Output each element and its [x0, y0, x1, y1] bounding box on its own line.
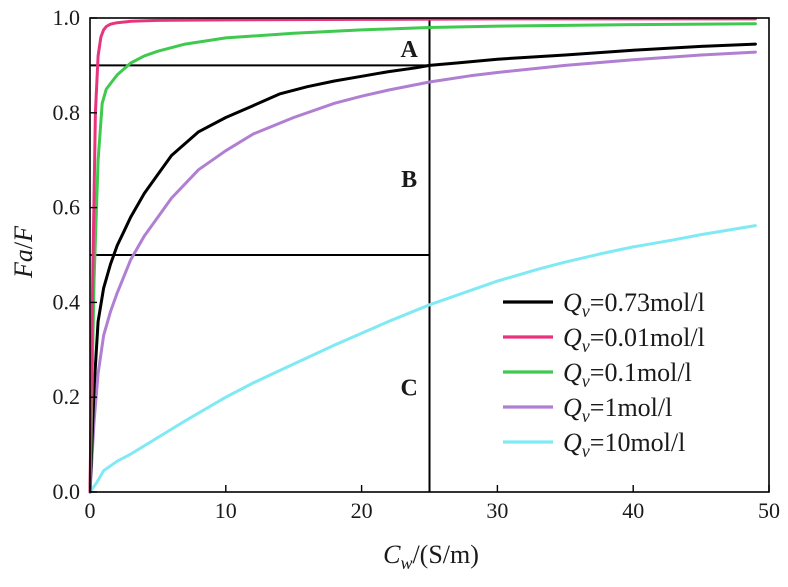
y-tick-label: 0.0 — [53, 479, 81, 504]
region-label: B — [401, 167, 417, 193]
legend-entry: Qv=1mol/l — [503, 393, 672, 426]
x-tick-label: 50 — [758, 498, 780, 523]
x-tick-label: 40 — [622, 498, 644, 523]
plot-frame — [89, 17, 770, 493]
x-axis-label-variable: C — [383, 540, 401, 569]
legend-variable: Q — [563, 428, 582, 457]
legend-subscript: v — [582, 336, 590, 356]
series-line-0-01mol-l — [88, 17, 757, 494]
y-axis-label-numerator: Fa — [9, 249, 38, 279]
reference-lines — [90, 18, 431, 492]
series-line-10mol-l — [88, 224, 757, 494]
x-tick-label: 20 — [351, 498, 373, 523]
legend-subscript: v — [582, 371, 590, 391]
legend-value: =0.1mol/l — [590, 358, 692, 387]
region-label: C — [400, 376, 417, 402]
y-tick-label: 0.2 — [53, 384, 81, 409]
y-axis-label-denominator: F — [9, 225, 38, 243]
series-line-1mol-l — [88, 50, 757, 494]
x-axis-label: Cw/(S/m) — [383, 540, 479, 573]
legend-value: =1mol/l — [590, 393, 673, 422]
legend-entry: Qv=0.1mol/l — [503, 358, 692, 391]
y-axis-label: Fa/F — [9, 225, 38, 279]
legend-value: =10mol/l — [590, 428, 686, 457]
legend-subscript: v — [582, 441, 590, 461]
legend-entry: Qv=0.01mol/l — [503, 323, 705, 356]
y-axis-label-slash: / — [9, 241, 38, 249]
legend-variable: Q — [563, 323, 582, 352]
x-tick-label: 30 — [486, 498, 508, 523]
series-line-0-73mol-l — [88, 42, 757, 494]
legend-label: Qv=0.1mol/l — [563, 358, 692, 391]
y-tick-label: 0.6 — [53, 195, 81, 220]
x-tick-label: 0 — [85, 498, 96, 523]
y-tick-label: 0.8 — [53, 100, 81, 125]
legend-label: Qv=1mol/l — [563, 393, 672, 426]
legend-variable: Q — [563, 358, 582, 387]
series-line-0-1mol-l — [88, 22, 757, 494]
legend-entry: Qv=10mol/l — [503, 428, 685, 461]
legend-value: =0.01mol/l — [590, 323, 705, 352]
legend-label: Qv=0.01mol/l — [563, 323, 705, 356]
x-tick-label: 10 — [215, 498, 237, 523]
series-layer — [88, 17, 757, 494]
x-axis-label-subscript: w — [400, 553, 412, 573]
legend-value: =0.73mol/l — [590, 288, 705, 317]
legend: Qv=0.73mol/lQv=0.01mol/lQv=0.1mol/lQv=1m… — [503, 288, 705, 461]
legend-label: Qv=10mol/l — [563, 428, 685, 461]
legend-subscript: v — [582, 406, 590, 426]
legend-variable: Q — [563, 393, 582, 422]
x-axis-label-unit: /(S/m) — [412, 540, 478, 569]
region-labels: A B C — [400, 37, 418, 402]
axis-ticks: 0 10 20 30 40 50 0.0 0.2 0.4 0.6 0.8 1.0 — [53, 5, 781, 523]
legend-variable: Q — [563, 288, 582, 317]
y-tick-label: 0.4 — [53, 289, 81, 314]
y-tick-label: 1.0 — [53, 5, 81, 30]
region-label: A — [400, 37, 418, 63]
legend-label: Qv=0.73mol/l — [563, 288, 705, 321]
legend-entry: Qv=0.73mol/l — [503, 288, 705, 321]
legend-subscript: v — [582, 301, 590, 321]
